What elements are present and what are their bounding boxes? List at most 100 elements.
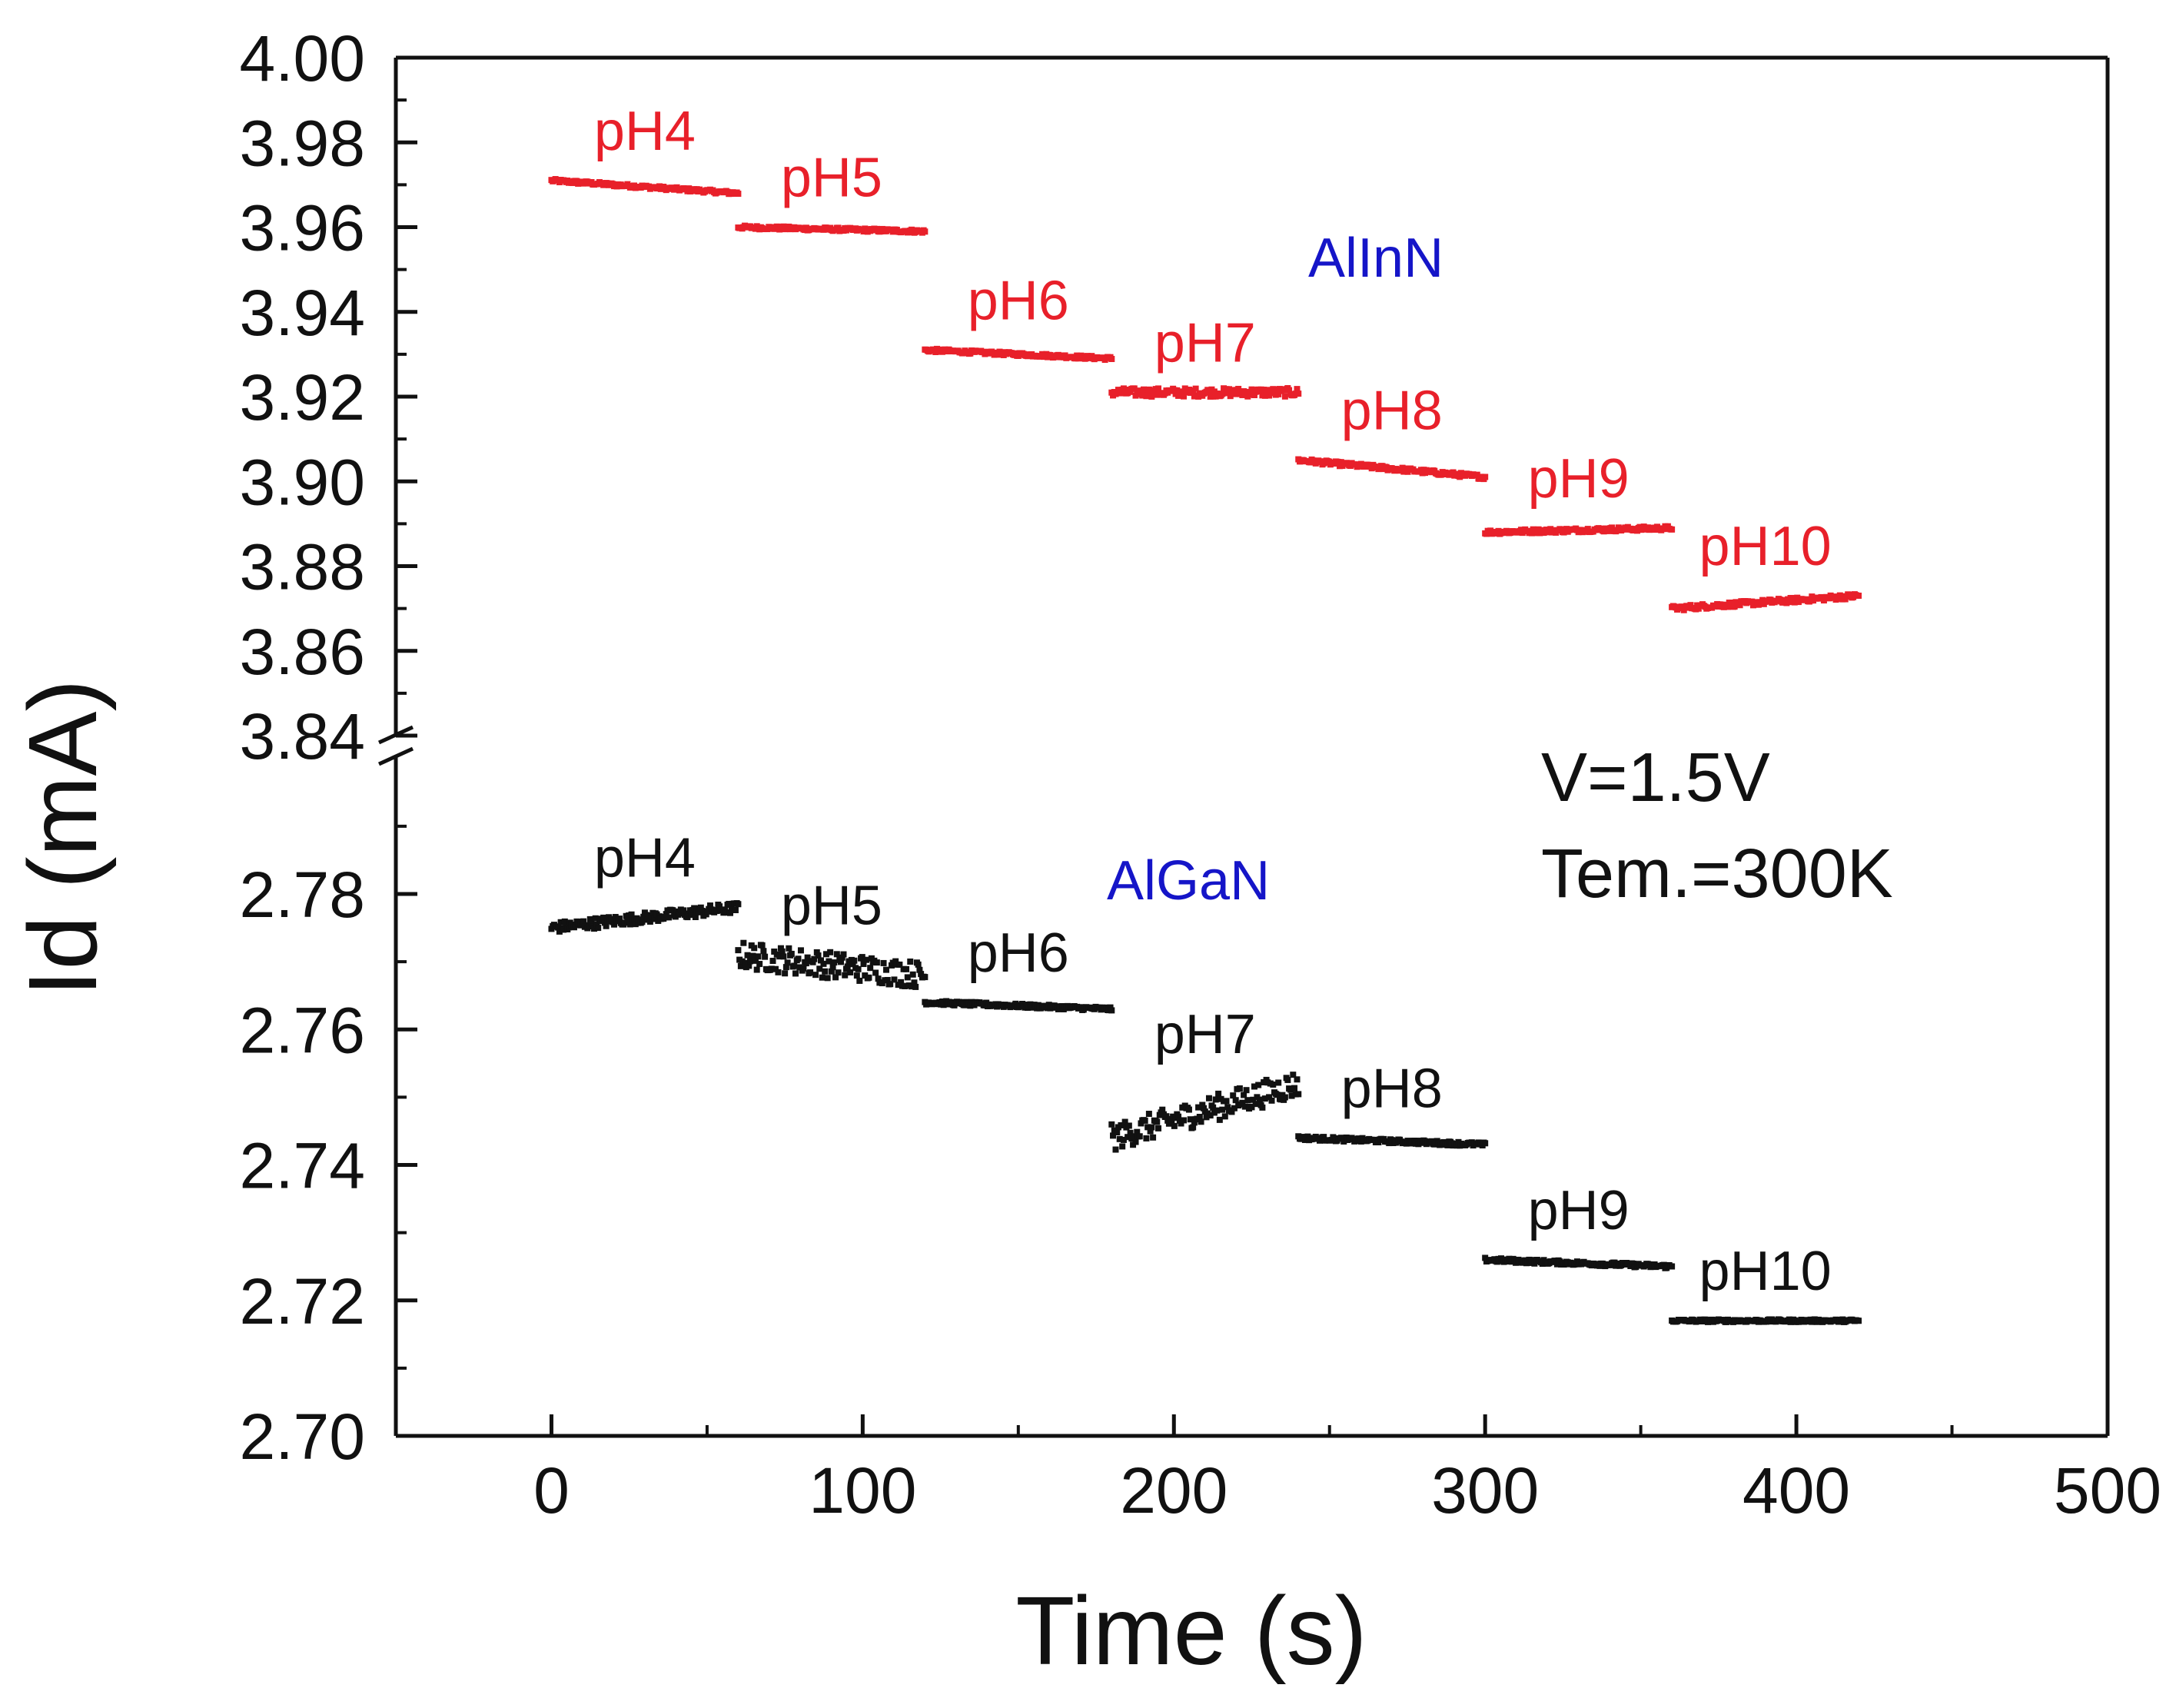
y-lower-tick-label: 2.76: [240, 994, 366, 1066]
segment-label: pH9: [1528, 1180, 1630, 1241]
data-point: [902, 982, 909, 989]
data-point: [838, 959, 845, 965]
segment-alinn-ph5: [735, 222, 929, 236]
data-point: [1444, 1141, 1451, 1148]
data-point: [896, 961, 903, 968]
data-point: [1321, 1134, 1327, 1141]
data-point: [1195, 1104, 1202, 1111]
data-point: [824, 975, 831, 982]
data-point: [1203, 1114, 1210, 1121]
data-point: [912, 983, 919, 990]
y-upper-tick-label: 3.92: [240, 361, 366, 434]
data-point: [726, 900, 733, 907]
data-point: [728, 904, 735, 911]
segment-algan-ph6: [922, 998, 1115, 1014]
data-point: [1290, 1072, 1297, 1078]
data-point: [788, 950, 795, 957]
data-point: [1112, 1146, 1119, 1153]
data-point: [940, 1002, 947, 1009]
data-point: [828, 968, 835, 975]
series-name-alinn: AlInN: [1308, 228, 1443, 289]
data-point: [1227, 393, 1234, 400]
data-point: [586, 915, 593, 922]
data-point: [1230, 1092, 1237, 1099]
data-point: [1294, 1076, 1301, 1083]
segment-label: pH4: [594, 828, 696, 889]
data-point: [1132, 1138, 1139, 1145]
data-point: [887, 981, 894, 988]
data-point: [555, 924, 562, 931]
data-point: [1131, 385, 1138, 392]
data-point: [898, 979, 905, 985]
segment-algan-ph9: [1482, 1254, 1676, 1271]
data-point: [680, 907, 687, 914]
data-point: [776, 953, 783, 960]
data-point: [1108, 355, 1115, 362]
data-point: [749, 952, 756, 959]
segment-label: pH7: [1154, 1004, 1256, 1065]
data-point: [1255, 1082, 1262, 1088]
data-point: [747, 958, 754, 965]
y-upper-tick-label: 3.88: [240, 531, 366, 603]
data-point: [669, 907, 676, 914]
data-point: [1191, 1119, 1198, 1126]
data-point: [1150, 1134, 1157, 1141]
segment-alinn-ph10: [1669, 591, 1862, 613]
data-point: [1729, 599, 1736, 606]
data-point: [1196, 1114, 1203, 1121]
data-point: [849, 961, 856, 968]
segment-label: pH6: [968, 922, 1069, 984]
data-point: [916, 966, 923, 973]
data-point: [735, 191, 742, 198]
segment-alinn-ph8: [1295, 456, 1489, 483]
data-point: [860, 961, 867, 968]
data-point: [792, 970, 799, 977]
x-tick-label: 100: [809, 1454, 916, 1527]
y-upper-tick-label: 3.90: [240, 446, 366, 518]
y-upper-tick-label: 3.86: [240, 616, 366, 688]
data-point: [590, 925, 597, 932]
data-point: [600, 914, 607, 921]
data-point: [873, 959, 880, 966]
data-point: [791, 962, 798, 969]
data-point: [817, 957, 824, 964]
data-point: [1145, 386, 1152, 393]
data-point: [1205, 1095, 1212, 1102]
data-point: [1669, 1263, 1676, 1270]
data-point: [1256, 1096, 1263, 1103]
data-point: [560, 926, 567, 933]
data-point: [1144, 1124, 1151, 1131]
data-point: [1155, 1125, 1162, 1131]
data-point: [780, 953, 787, 960]
data-point: [726, 909, 733, 916]
data-point: [1791, 599, 1798, 606]
data-point: [1108, 1007, 1115, 1014]
data-point: [666, 914, 673, 921]
data-point: [786, 945, 792, 952]
data-point: [809, 959, 816, 965]
data-point: [735, 947, 742, 954]
data-point: [753, 966, 760, 973]
segment-algan-ph7: [1108, 1072, 1302, 1153]
data-point: [628, 911, 635, 918]
data-point: [1248, 1104, 1255, 1111]
data-point: [1131, 1133, 1138, 1140]
segment-algan-ph4: [548, 900, 742, 935]
data-point: [616, 915, 623, 922]
segment-label: pH10: [1699, 516, 1832, 577]
data-point: [626, 921, 633, 928]
data-point: [875, 975, 882, 982]
data-point: [1248, 386, 1255, 393]
data-point: [835, 969, 842, 976]
data-point: [1185, 1106, 1192, 1113]
data-point: [713, 908, 720, 915]
data-point: [829, 964, 836, 971]
data-point: [1291, 1085, 1298, 1092]
data-point: [1180, 393, 1187, 400]
data-point: [847, 969, 854, 975]
data-point: [1178, 1120, 1184, 1127]
data-point: [800, 965, 807, 972]
data-point: [1251, 392, 1257, 399]
data-point: [1207, 1112, 1214, 1119]
